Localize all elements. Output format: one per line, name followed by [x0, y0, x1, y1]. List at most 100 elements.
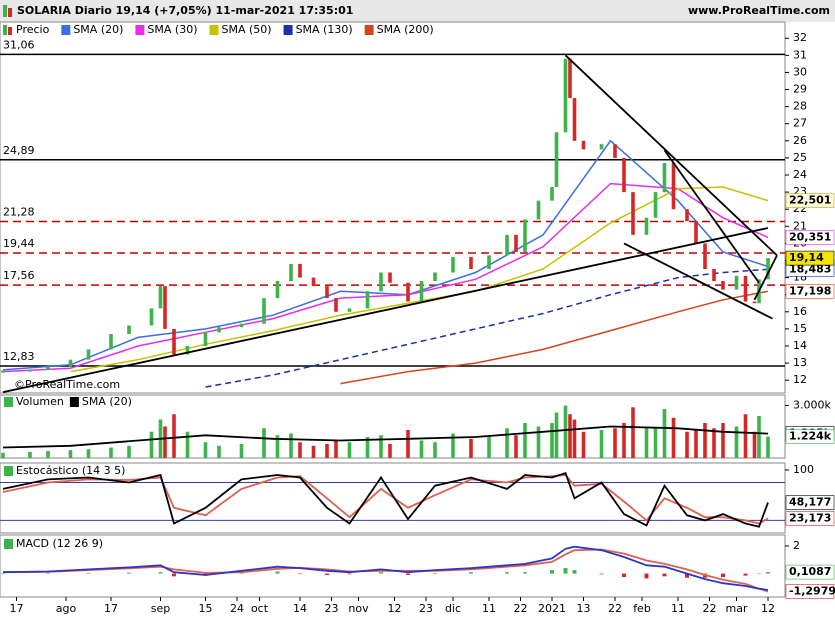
- candle: [721, 281, 725, 290]
- x-tick-label: 22: [608, 602, 622, 615]
- volume-bar: [631, 407, 635, 458]
- volume-bar: [433, 442, 437, 458]
- legend-swatch: [364, 25, 374, 35]
- level-label: 12,83: [3, 350, 35, 363]
- panel-plot: [1, 405, 770, 458]
- header-title: SOLARIA Diario 19,14 (+7,05%) 11-mar-202…: [17, 4, 353, 17]
- volume-bar: [536, 426, 541, 458]
- last-value-label: 22,501: [789, 194, 831, 207]
- y-tick-label: 2: [793, 539, 800, 552]
- trend-line: [2, 227, 769, 393]
- x-tick-label: 15: [199, 602, 213, 615]
- legend-label: Volumen: [16, 395, 64, 408]
- level-label: 19,44: [3, 237, 35, 250]
- volume-bar: [757, 416, 761, 458]
- y-tick-label: 24: [793, 168, 807, 181]
- stochastic-k-line: [2, 471, 769, 528]
- x-tick-label: 24: [230, 602, 244, 615]
- y-tick-label: 31: [793, 48, 807, 61]
- volume-bar: [325, 444, 329, 458]
- macd-histogram-bar: [721, 573, 725, 578]
- volume-bar: [644, 426, 649, 458]
- y-tick-label: 15: [793, 322, 807, 335]
- trend-line: [623, 242, 773, 320]
- volume-bar: [388, 444, 392, 458]
- x-tick-label: 11: [671, 602, 685, 615]
- volume-bar: [662, 409, 667, 458]
- macd-histogram-bar: [622, 573, 626, 578]
- x-tick-label: nov: [348, 602, 369, 615]
- candle: [46, 366, 50, 370]
- candle: [613, 144, 617, 158]
- candle: [599, 144, 604, 150]
- volume-bar: [334, 440, 338, 458]
- volume-bar: [703, 423, 707, 458]
- macd-histogram-bar: [325, 573, 329, 575]
- candle: [703, 243, 707, 270]
- volume-bar: [28, 451, 32, 458]
- y-tick-label: 16: [793, 305, 807, 318]
- candle: [419, 281, 424, 302]
- volume-bar: [712, 428, 716, 458]
- volume-bar: [109, 447, 113, 458]
- x-tick-label: 23: [325, 602, 339, 615]
- candle: [581, 140, 586, 150]
- candle: [185, 345, 190, 355]
- last-value-label: 20,351: [789, 230, 831, 243]
- volume-bar: [419, 440, 424, 458]
- legend-swatch: [283, 25, 293, 35]
- y-tick-label: 14: [793, 339, 807, 352]
- candle: [28, 369, 32, 372]
- macd-histogram-bar: [523, 572, 527, 574]
- candle: [365, 291, 370, 309]
- macd-histogram-bar: [433, 572, 437, 574]
- legend-label: SMA (30): [147, 23, 197, 36]
- macd-line: [2, 545, 769, 591]
- header-site: www.ProRealTime.com: [688, 4, 830, 17]
- candle: [743, 275, 748, 302]
- candle: [631, 192, 635, 235]
- volume-sma-line: [2, 425, 769, 449]
- legend-swatch: [3, 25, 7, 35]
- stochastic-d-line: [2, 474, 769, 525]
- macd-histogram-bar: [127, 572, 131, 574]
- last-value-box: [785, 250, 835, 266]
- candle: [325, 286, 329, 299]
- volume-bar: [505, 428, 509, 458]
- y-tick-label: 12: [793, 373, 807, 386]
- volume-bar: [752, 431, 757, 458]
- candle: [149, 308, 154, 326]
- x-tick-label: 12: [761, 602, 775, 615]
- x-tick-label: 13: [577, 602, 591, 615]
- candle: [536, 200, 541, 220]
- trend-line: [753, 254, 778, 301]
- last-value-label: 18,483: [789, 262, 831, 275]
- volume-bar: [685, 431, 689, 458]
- candle: [86, 349, 91, 360]
- header-bar: [0, 0, 835, 22]
- volume-bar: [379, 435, 383, 458]
- x-tick-label: sep: [151, 602, 170, 615]
- candle: [752, 301, 757, 304]
- volume-bar: [298, 442, 302, 458]
- y-tick-label: 25: [793, 151, 807, 164]
- volume-bar: [185, 431, 190, 458]
- candle: [163, 286, 167, 329]
- panel-frame: [0, 462, 786, 534]
- volume-bar: [469, 438, 473, 458]
- y-tick-label: 29: [793, 83, 807, 96]
- level-label: 31,06: [3, 38, 35, 51]
- legend-swatch: [8, 27, 12, 35]
- candle: [334, 298, 338, 312]
- volume-bar: [734, 426, 739, 458]
- macd-histogram-bar: [379, 572, 383, 574]
- macd-histogram-bar: [172, 573, 176, 577]
- volume-bar: [622, 423, 626, 458]
- volume-bar: [68, 450, 73, 458]
- macd-histogram-bar: [158, 572, 163, 574]
- candle: [685, 209, 689, 222]
- volume-bar: [721, 423, 725, 458]
- macd-histogram-bar: [550, 570, 554, 574]
- candle: [469, 257, 473, 270]
